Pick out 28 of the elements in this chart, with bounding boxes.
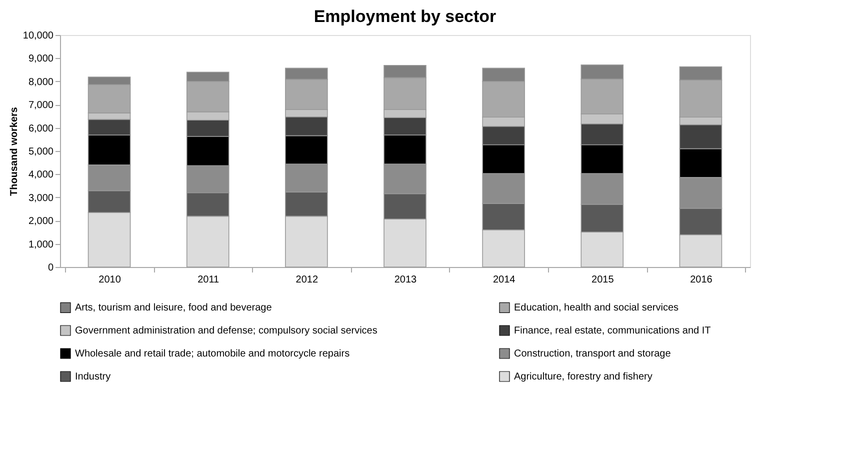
x-tick-label: 2011 bbox=[198, 274, 220, 286]
y-tick-label: 0 bbox=[48, 262, 54, 274]
y-tick-label: 1,000 bbox=[28, 239, 54, 250]
y-tick-label: 9,000 bbox=[28, 54, 54, 65]
y-tick-label: 6,000 bbox=[28, 123, 54, 134]
legend-label: Arts, tourism and leisure, food and beverage bbox=[75, 302, 272, 314]
x-tick-label: 2010 bbox=[98, 274, 122, 286]
legend-label: Agriculture, forestry and fishery bbox=[514, 372, 652, 382]
legend-label: Wholesale and retail trade; automobile and motorcycle repairs bbox=[75, 348, 350, 360]
x-tick-label: 2013 bbox=[394, 274, 418, 286]
legend-label: Government administration and defense; compulsory social services bbox=[75, 326, 378, 336]
x-tick-label: 2015 bbox=[592, 274, 614, 286]
x-tick-label: 2012 bbox=[296, 274, 318, 286]
y-axis-title: Thousand workers bbox=[8, 106, 20, 196]
legend-label: Finance, real estate, communications and IT bbox=[514, 326, 711, 336]
y-tick-label: 7,000 bbox=[28, 100, 54, 112]
y-tick-label: 5,000 bbox=[28, 146, 54, 158]
y-tick-label: 3,000 bbox=[28, 192, 54, 204]
x-tick-label: 2016 bbox=[690, 274, 713, 286]
legend-label: Industry bbox=[75, 372, 111, 382]
y-tick-label: 4,000 bbox=[28, 170, 54, 181]
y-tick-label: 8,000 bbox=[28, 76, 54, 88]
x-tick-label: 2014 bbox=[492, 274, 516, 286]
y-tick-label: 2,000 bbox=[28, 216, 54, 228]
legend-label: Education, health and social services bbox=[514, 302, 679, 314]
chart-title: Employment by sector bbox=[314, 7, 497, 26]
legend-label: Construction, transport and storage bbox=[514, 348, 672, 360]
y-tick-label: 10,000 bbox=[22, 30, 54, 42]
